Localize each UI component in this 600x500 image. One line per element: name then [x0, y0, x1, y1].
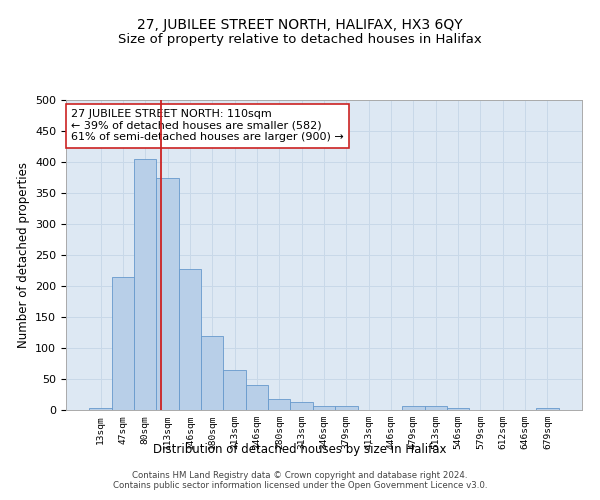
Bar [179, 268, 201, 410]
Bar [402, 406, 425, 410]
Bar [89, 408, 112, 410]
Bar [201, 336, 223, 410]
Text: Contains HM Land Registry data © Crown copyright and database right 2024.
Contai: Contains HM Land Registry data © Crown c… [113, 470, 487, 490]
Bar [447, 408, 469, 410]
Bar [335, 406, 358, 410]
Bar [157, 178, 179, 410]
Text: Size of property relative to detached houses in Halifax: Size of property relative to detached ho… [118, 32, 482, 46]
Bar [246, 385, 268, 410]
Bar [223, 370, 246, 410]
Bar [268, 400, 290, 410]
Y-axis label: Number of detached properties: Number of detached properties [17, 162, 29, 348]
Bar [425, 406, 447, 410]
Bar [290, 402, 313, 410]
Text: 27 JUBILEE STREET NORTH: 110sqm
← 39% of detached houses are smaller (582)
61% o: 27 JUBILEE STREET NORTH: 110sqm ← 39% of… [71, 110, 344, 142]
Bar [536, 408, 559, 410]
Bar [112, 276, 134, 410]
Bar [313, 406, 335, 410]
Text: Distribution of detached houses by size in Halifax: Distribution of detached houses by size … [153, 442, 447, 456]
Bar [134, 159, 157, 410]
Text: 27, JUBILEE STREET NORTH, HALIFAX, HX3 6QY: 27, JUBILEE STREET NORTH, HALIFAX, HX3 6… [137, 18, 463, 32]
